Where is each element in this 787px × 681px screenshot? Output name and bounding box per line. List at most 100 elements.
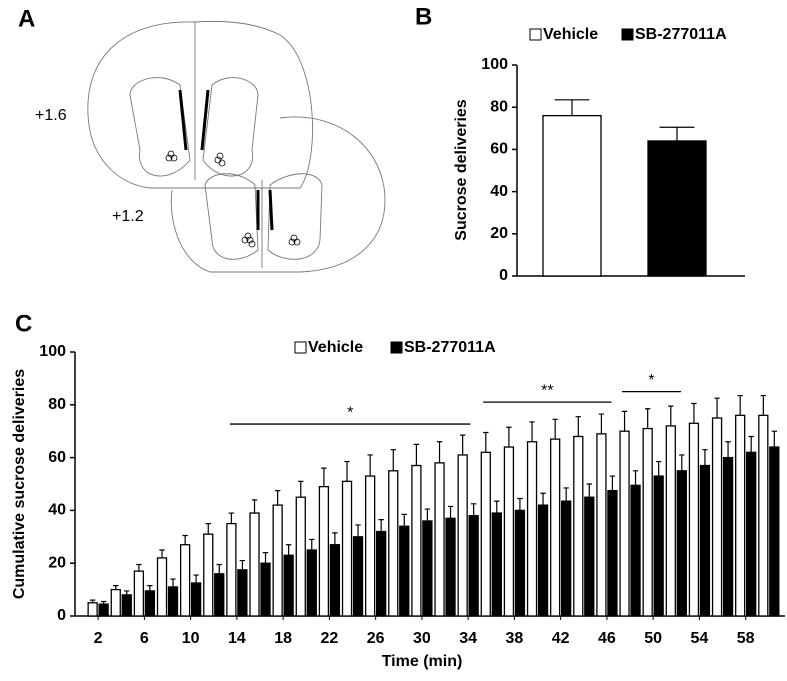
error-bar	[552, 418, 558, 440]
error-bar	[598, 413, 605, 434]
bar	[329, 544, 341, 617]
error-bar	[609, 475, 616, 491]
bar	[573, 435, 584, 617]
panel-label: B	[415, 3, 432, 30]
bar	[584, 496, 595, 617]
panel-label: C	[15, 310, 32, 337]
error-bar	[309, 538, 315, 550]
bar	[542, 114, 602, 277]
error-bar	[413, 443, 420, 466]
bar	[665, 425, 676, 617]
x-tick-label: 6	[140, 630, 149, 647]
legend-swatch	[621, 28, 634, 41]
error-bar	[262, 552, 269, 564]
error-bar	[136, 563, 142, 572]
bar	[607, 489, 618, 617]
bar	[133, 570, 145, 617]
error-bar	[378, 519, 384, 532]
x-tick-label: 10	[182, 630, 200, 647]
bar	[491, 512, 502, 617]
bar	[457, 454, 468, 617]
bar	[295, 496, 306, 617]
error-bar	[529, 421, 535, 442]
error-bar	[193, 574, 199, 583]
error-bar	[655, 460, 662, 477]
bar	[167, 586, 179, 617]
significance-label: *	[347, 404, 353, 421]
error-bar	[668, 405, 674, 426]
bar	[156, 557, 168, 617]
error-bar	[725, 441, 731, 458]
x-tick-label: 54	[691, 630, 709, 647]
bar	[676, 470, 687, 617]
error-bar	[506, 426, 512, 448]
error-bar	[321, 467, 327, 487]
bar	[735, 414, 746, 617]
bar	[537, 504, 549, 617]
level-label: +1.6	[35, 107, 67, 124]
legend-label: SB-277011A	[404, 339, 496, 356]
error-bar	[251, 499, 258, 514]
bar	[653, 475, 664, 617]
x-tick-label: 22	[320, 630, 338, 647]
bar	[480, 451, 491, 617]
y-tick-label: 0	[499, 267, 508, 284]
significance-label: **	[541, 382, 553, 399]
x-tick-label: 2	[94, 630, 103, 647]
x-axis-label: Time (min)	[382, 653, 463, 670]
error-bar	[424, 508, 431, 521]
error-bar	[691, 402, 697, 424]
bar	[203, 533, 214, 617]
x-tick-label: 58	[737, 630, 755, 647]
significance-label: *	[648, 372, 654, 389]
bar	[769, 446, 780, 617]
error-bar	[216, 563, 222, 574]
error-bar	[679, 454, 685, 471]
error-bar	[159, 549, 165, 558]
error-bar	[554, 99, 590, 116]
error-bar	[644, 408, 651, 429]
bar	[283, 554, 294, 617]
y-tick-label: 20	[48, 554, 66, 571]
bar	[214, 573, 225, 617]
x-tick-label: 42	[552, 630, 570, 647]
y-axis-label: Sucrose deliveries	[453, 99, 470, 241]
error-bar	[517, 497, 523, 511]
bar	[561, 500, 572, 617]
bar	[468, 515, 479, 617]
x-tick-label: 50	[644, 630, 662, 647]
bar	[711, 417, 723, 617]
error-bar	[459, 434, 466, 455]
bar	[699, 464, 711, 617]
bar	[642, 427, 653, 617]
error-bar	[182, 534, 188, 545]
error-bar	[298, 480, 304, 498]
error-bar	[205, 523, 211, 535]
bar	[445, 517, 456, 617]
y-tick-label: 100	[481, 56, 508, 73]
bar	[179, 544, 191, 617]
error-bar	[771, 430, 778, 448]
bar	[121, 594, 132, 617]
error-bar	[124, 590, 130, 595]
error-bar	[563, 487, 569, 502]
bar	[526, 441, 538, 617]
bar	[110, 588, 121, 617]
error-bar	[632, 470, 639, 486]
bar	[318, 485, 330, 617]
legend-label: Vehicle	[308, 339, 363, 356]
bar	[688, 422, 700, 617]
y-axis-label: Cumulative sucrose deliveries	[11, 369, 28, 599]
bar	[630, 484, 641, 617]
bar	[722, 456, 734, 617]
error-bar	[447, 505, 454, 519]
error-bar	[575, 416, 581, 437]
y-tick-label: 60	[48, 449, 66, 466]
bar	[190, 582, 202, 617]
error-bar	[540, 492, 546, 506]
error-bar	[332, 532, 338, 545]
bar	[514, 509, 526, 617]
error-bar	[436, 441, 443, 463]
bar	[550, 438, 561, 617]
